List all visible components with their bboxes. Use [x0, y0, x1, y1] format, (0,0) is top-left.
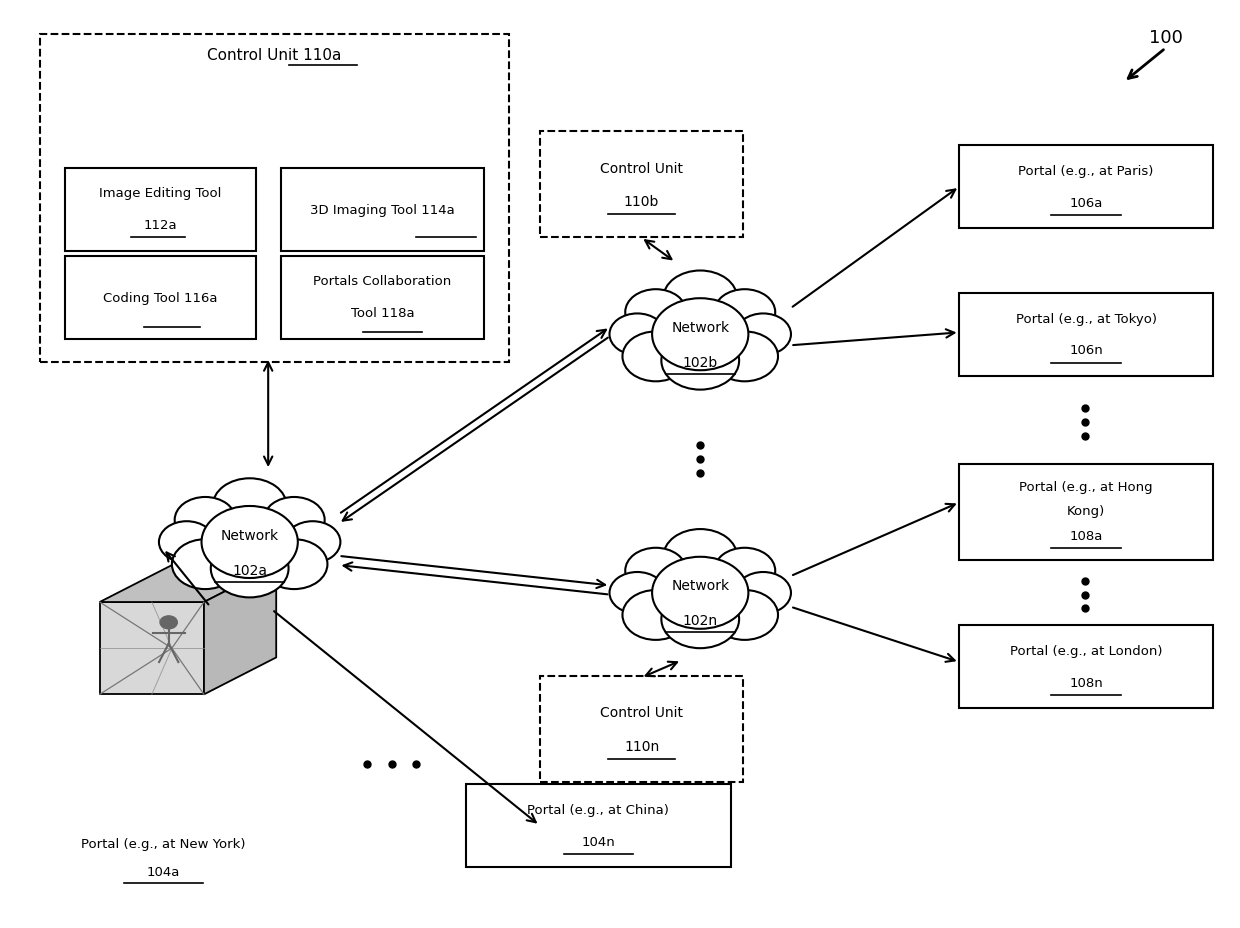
Text: 3D Imaging Tool 114a: 3D Imaging Tool 114a	[310, 204, 455, 217]
Circle shape	[610, 314, 665, 355]
Polygon shape	[99, 565, 277, 602]
Bar	[64, 256, 255, 340]
Text: Portals Collaboration: Portals Collaboration	[314, 275, 451, 288]
Circle shape	[735, 314, 791, 355]
Circle shape	[712, 590, 777, 640]
Text: Portal (e.g., at Paris): Portal (e.g., at Paris)	[1018, 165, 1153, 178]
Text: 106a: 106a	[1069, 197, 1102, 210]
Circle shape	[212, 479, 286, 535]
Text: Portal (e.g., at China): Portal (e.g., at China)	[527, 804, 670, 817]
Bar	[539, 677, 744, 782]
Circle shape	[652, 557, 749, 629]
Text: 104a: 104a	[146, 865, 180, 878]
Circle shape	[625, 290, 687, 336]
Circle shape	[264, 497, 325, 543]
Circle shape	[712, 332, 777, 382]
Polygon shape	[99, 602, 205, 695]
Circle shape	[160, 616, 177, 629]
Bar	[64, 169, 255, 251]
Text: 104n: 104n	[582, 835, 615, 848]
Circle shape	[652, 299, 749, 371]
Text: Coding Tool 116a: Coding Tool 116a	[103, 291, 217, 304]
Text: Control Unit: Control Unit	[600, 161, 683, 175]
Circle shape	[260, 540, 327, 589]
Text: 110b: 110b	[624, 195, 660, 209]
Text: Portal (e.g., at London): Portal (e.g., at London)	[1009, 645, 1162, 658]
Text: Network: Network	[671, 320, 729, 334]
Bar	[960, 293, 1213, 377]
Text: Kong): Kong)	[1066, 504, 1105, 517]
Circle shape	[159, 522, 215, 563]
Text: Network: Network	[671, 579, 729, 593]
Text: Portal (e.g., at New York): Portal (e.g., at New York)	[81, 838, 246, 851]
Text: Network: Network	[221, 528, 279, 542]
Circle shape	[172, 540, 238, 589]
Bar	[960, 464, 1213, 561]
Circle shape	[714, 290, 775, 336]
Circle shape	[610, 573, 665, 614]
Circle shape	[661, 590, 739, 649]
Text: Portal (e.g., at Hong: Portal (e.g., at Hong	[1019, 480, 1153, 493]
Bar	[280, 256, 484, 340]
Circle shape	[622, 332, 689, 382]
Text: 102a: 102a	[232, 563, 267, 577]
Text: Control Unit: Control Unit	[600, 705, 683, 719]
Text: Tool 118a: Tool 118a	[351, 306, 414, 319]
Circle shape	[661, 332, 739, 390]
Circle shape	[622, 590, 689, 640]
Text: 106n: 106n	[1069, 344, 1102, 357]
Text: 108a: 108a	[1069, 529, 1102, 542]
Text: 102n: 102n	[683, 613, 718, 628]
Circle shape	[285, 522, 341, 563]
Bar	[280, 169, 484, 251]
Bar	[40, 35, 508, 363]
Circle shape	[175, 497, 236, 543]
Circle shape	[202, 507, 298, 578]
Circle shape	[663, 530, 738, 585]
Text: Portal (e.g., at Tokyo): Portal (e.g., at Tokyo)	[1016, 313, 1157, 326]
Text: Image Editing Tool: Image Editing Tool	[99, 187, 222, 200]
Text: 108n: 108n	[1069, 677, 1102, 690]
Text: 102b: 102b	[682, 355, 718, 369]
Bar	[539, 132, 744, 238]
Circle shape	[211, 540, 289, 598]
Text: Control Unit 110a: Control Unit 110a	[207, 48, 341, 63]
Circle shape	[735, 573, 791, 614]
Circle shape	[625, 548, 687, 594]
Bar	[960, 146, 1213, 229]
Circle shape	[663, 271, 738, 327]
Text: 110n: 110n	[624, 739, 660, 753]
Text: 100: 100	[1148, 29, 1183, 46]
Circle shape	[714, 548, 775, 594]
Polygon shape	[205, 565, 277, 695]
Bar	[960, 625, 1213, 708]
Bar	[466, 784, 732, 867]
Text: 112a: 112a	[144, 219, 177, 232]
